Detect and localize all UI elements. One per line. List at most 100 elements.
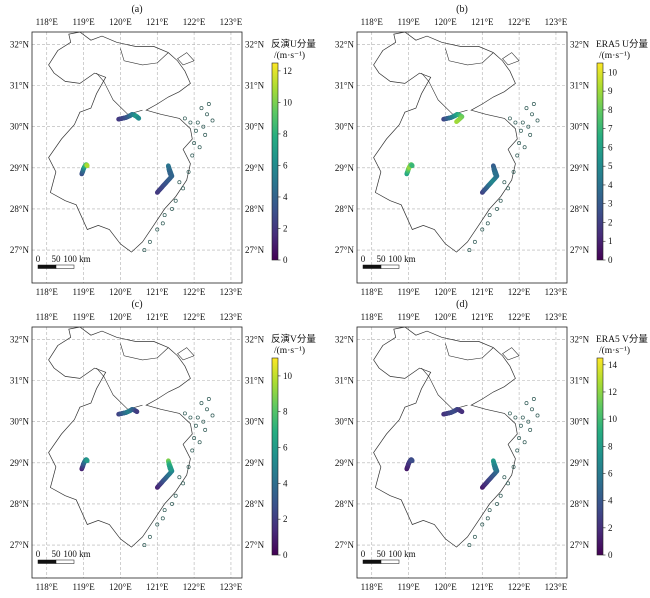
island [531, 397, 536, 401]
east-track [479, 163, 500, 195]
island [528, 427, 533, 432]
lon-tick-label-bottom: 123°E [545, 287, 568, 297]
island [515, 153, 520, 158]
lon-tick-label-bottom: 120°E [109, 582, 132, 592]
island [522, 145, 527, 150]
colorbar-title: 反演U分量 [271, 38, 316, 50]
lon-tick-label-bottom: 121°E [146, 287, 169, 297]
scale-bar-segment [362, 264, 382, 269]
lat-tick-label-right: 30°N [570, 417, 590, 427]
colorbar: ERA5 U分量/(m·s⁻¹) 0 1 2 3 4 5 6 7 8 9 10 [596, 39, 648, 265]
lon-tick-label-bottom: 119°E [72, 582, 95, 592]
colorbar-tick-label: 10 [283, 97, 293, 107]
island [518, 128, 523, 133]
island [192, 436, 197, 441]
island [182, 411, 187, 416]
lat-tick-label-left: 27°N [335, 245, 355, 255]
scale-bar-label: 100 km [388, 254, 415, 264]
colorbar-tick-label: 2 [608, 217, 613, 227]
river-line [445, 48, 494, 66]
island [502, 475, 507, 480]
east-track [479, 458, 500, 490]
island [199, 401, 204, 406]
lon-tick-label-bottom: 121°E [471, 582, 494, 592]
north-track [441, 111, 465, 125]
scale-bar-segment [380, 264, 400, 269]
island [193, 128, 198, 133]
island [511, 464, 516, 469]
island [197, 440, 202, 445]
island [193, 423, 198, 428]
coastline [373, 327, 540, 548]
gridlines [32, 32, 242, 283]
colorbar-tick-label: 2 [283, 223, 288, 233]
island [147, 239, 152, 244]
island [181, 481, 186, 486]
colorbar-tick-label: 4 [283, 478, 288, 488]
island [160, 516, 165, 521]
island [506, 186, 511, 191]
track-point [167, 466, 173, 472]
island [195, 415, 200, 420]
lon-tick-label-bottom: 119°E [397, 582, 420, 592]
island [507, 116, 512, 121]
inner-boundary [96, 367, 143, 410]
gridlines [357, 32, 567, 283]
lon-tick-label-top: 119°E [72, 17, 95, 27]
island [535, 118, 540, 123]
island [467, 543, 472, 548]
east-track [154, 163, 175, 195]
lon-tick-label-top: 123°E [545, 312, 568, 322]
river-line [445, 343, 494, 361]
colorbar-tick-label: 0 [608, 255, 613, 265]
lat-tick-label-right: 30°N [570, 122, 590, 132]
map-frame [31, 326, 243, 579]
coastline [48, 32, 215, 253]
colorbar-tick-label: 3 [608, 199, 613, 209]
lat-tick-label-right: 29°N [570, 163, 590, 173]
colorbar-unit: /(m·s⁻¹) [599, 345, 630, 356]
lon-tick-label-top: 120°E [434, 312, 457, 322]
lat-tick-label-right: 28°N [245, 204, 265, 214]
track-point [134, 409, 140, 415]
scale-bar: 0 50 100 km [361, 254, 416, 269]
island [155, 522, 160, 527]
colorbar-tick-label: 0 [283, 550, 288, 560]
island [190, 153, 195, 158]
scale-bar-segment [55, 559, 75, 564]
lat-tick-label-right: 28°N [245, 499, 265, 509]
colorbar-gradient [596, 62, 604, 261]
colorbar-tick-label: 8 [608, 441, 613, 451]
inner-boundary [96, 72, 143, 115]
colorbar-title: 反演V分量 [271, 333, 316, 345]
lat-tick-label-left: 29°N [10, 163, 30, 173]
lat-tick-label-left: 27°N [335, 540, 355, 550]
coastline [373, 32, 540, 253]
lat-tick-label-right: 31°N [245, 375, 265, 385]
track-point [167, 171, 173, 177]
lat-tick-label-right: 27°N [245, 540, 265, 550]
lon-tick-label-top: 122°E [508, 312, 531, 322]
lat-tick-label-right: 29°N [570, 458, 590, 468]
island [210, 413, 215, 418]
coastline [48, 327, 215, 548]
colorbar-tick-label: 4 [283, 192, 288, 202]
track-point [459, 409, 465, 415]
lon-tick-label-bottom: 120°E [109, 287, 132, 297]
island [147, 534, 152, 539]
west-track [79, 162, 90, 177]
colorbar-tick-label: 6 [283, 160, 288, 170]
island [518, 423, 523, 428]
island [517, 141, 522, 146]
island [206, 102, 211, 106]
east-track [154, 458, 175, 490]
lon-tick-label-top: 121°E [146, 17, 169, 27]
island [498, 198, 503, 203]
lon-tick-label-top: 120°E [109, 312, 132, 322]
lon-tick-label-bottom: 123°E [545, 582, 568, 592]
lon-tick-label-top: 121°E [146, 312, 169, 322]
island [526, 124, 531, 129]
colorbar-tick-label: 12 [283, 66, 292, 76]
inner-boundary [421, 367, 468, 410]
